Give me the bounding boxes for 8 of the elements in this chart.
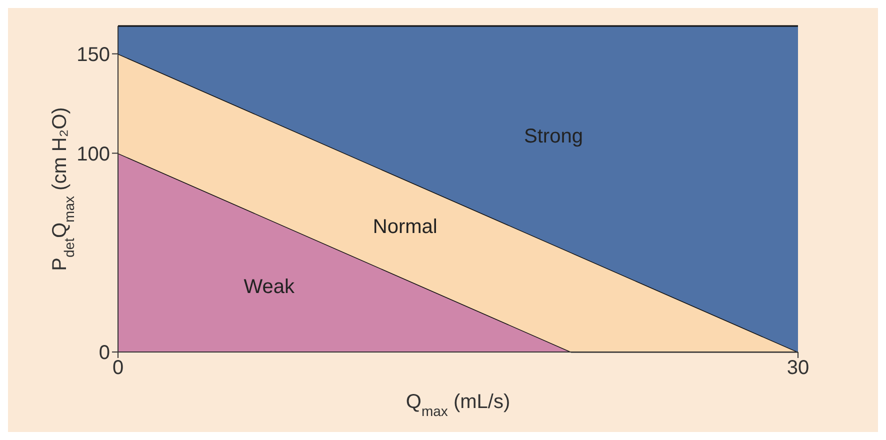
y-tick-label: 0 [98,342,110,364]
y-tick-label: 150 [76,44,110,66]
x-axis-title: Q$_{max}$ (mL/s) [406,391,510,419]
series-label: Weak [244,276,296,298]
y-tick-label: 100 [76,143,110,166]
series-label: Strong [524,125,583,148]
x-tick-label: 30 [786,357,810,380]
series-label: Normal [372,216,438,238]
